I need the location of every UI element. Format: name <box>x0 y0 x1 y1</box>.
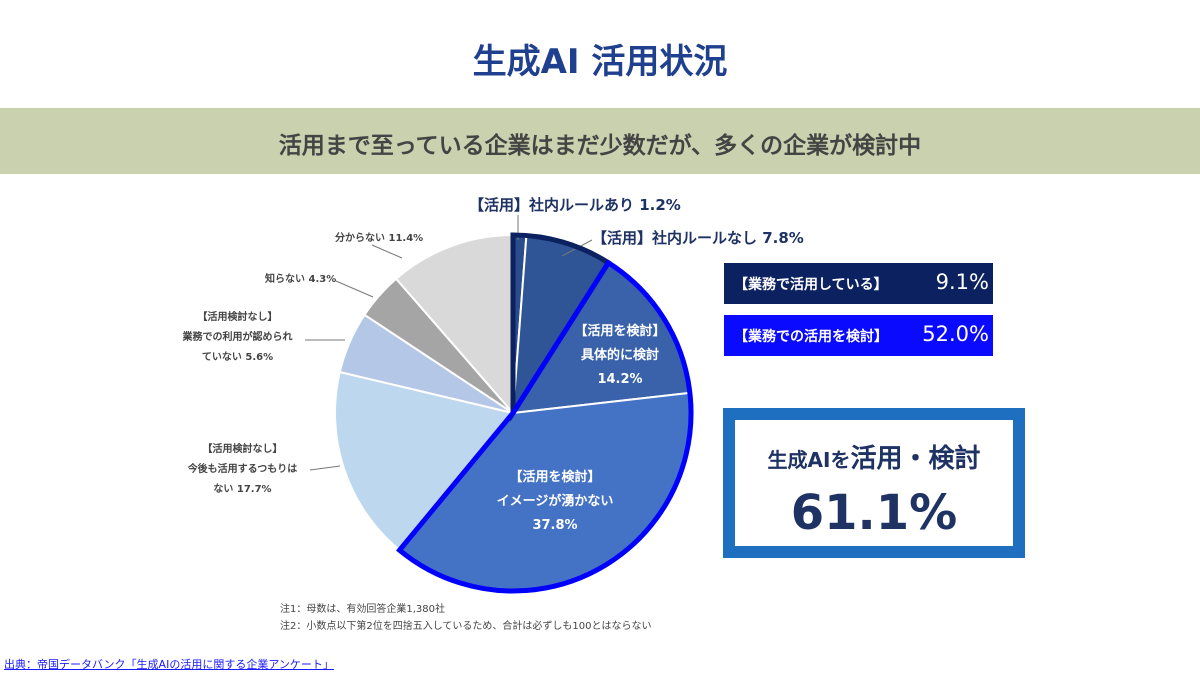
label-line: ていない 5.6% <box>201 352 274 363</box>
label-slice-1: 【活用】社内ルールなし 7.8% <box>592 229 804 247</box>
highlight-outline-1 <box>396 259 694 594</box>
leader-line <box>309 465 341 471</box>
label-line: 37.8% <box>532 518 578 533</box>
pie-slice-7 <box>394 233 514 416</box>
using-value: 9.1% <box>935 270 989 294</box>
label-line: 今後も活用するつもりは <box>187 464 298 475</box>
total-heading: 生成AIを活用・検討 <box>735 438 1013 475</box>
label-line: 【活用検討なし】 <box>197 312 278 323</box>
label-line: 業務での利用が認められ <box>182 332 293 343</box>
label-line: 具体的に検討 <box>580 348 659 363</box>
label-slice-0: 【活用】社内ルールあり 1.2% <box>469 196 681 214</box>
subtitle: 活用まで至っている企業はまだ少数だが、多くの企業が検討中 <box>278 133 922 159</box>
subtitle-band: 活用まで至っている企業はまだ少数だが、多くの企業が検討中 <box>0 108 1200 174</box>
label-line: 【活用検討なし】 <box>202 444 283 455</box>
label-line: イメージが湧かない <box>496 494 614 509</box>
leader-line <box>371 244 403 259</box>
pie-slice-4 <box>334 370 515 552</box>
label-line: ない 17.7% <box>213 484 272 495</box>
label-slice-6: 知らない 4.3% <box>265 274 337 285</box>
total-value: 61.1% <box>790 485 958 541</box>
note-2: 注2：小数点以下第2位を四捨五入しているため、合計は必ずしも100とはならない <box>280 621 652 632</box>
considering-box: 【業務での活用を検討】 52.0% <box>724 315 993 356</box>
total-emph: 活用・検討 <box>850 444 981 474</box>
highlight-outline-0 <box>510 232 612 422</box>
total-box: 生成AIを活用・検討 61.1% <box>723 408 1025 558</box>
leader-line <box>335 280 374 298</box>
considering-label: 【業務での活用を検討】 <box>734 329 888 345</box>
using-label: 【業務で活用している】 <box>734 277 888 293</box>
source-link[interactable]: 出典：帝国データバンク「生成AIの活用に関する企業アンケート」 <box>4 658 334 671</box>
total-prefix: 生成AIを <box>767 448 851 472</box>
page-title: 生成AI 活用状況 <box>472 42 728 82</box>
label-slice-5: 【活用検討なし】業務での利用が認められ ていない 5.6% <box>170 308 305 368</box>
label-line: 14.2% <box>597 372 643 387</box>
label-slice-3: 【活用を検討】 イメージが湧かない 37.8% <box>485 466 625 538</box>
note-1: 注1：母数は、有効回答企業1,380社 <box>280 604 445 615</box>
label-slice-4: 【活用検討なし】今後も活用するつもりは ない 17.7% <box>175 440 310 500</box>
considering-value: 52.0% <box>922 322 989 346</box>
label-slice-7: 分からない 11.4% <box>335 233 424 244</box>
using-box: 【業務で活用している】 9.1% <box>724 263 993 304</box>
label-line: 【活用を検討】 <box>509 470 601 485</box>
label-line: 【活用を検討】 <box>574 324 666 339</box>
label-slice-2: 【活用を検討】 具体的に検討 14.2% <box>560 320 680 392</box>
